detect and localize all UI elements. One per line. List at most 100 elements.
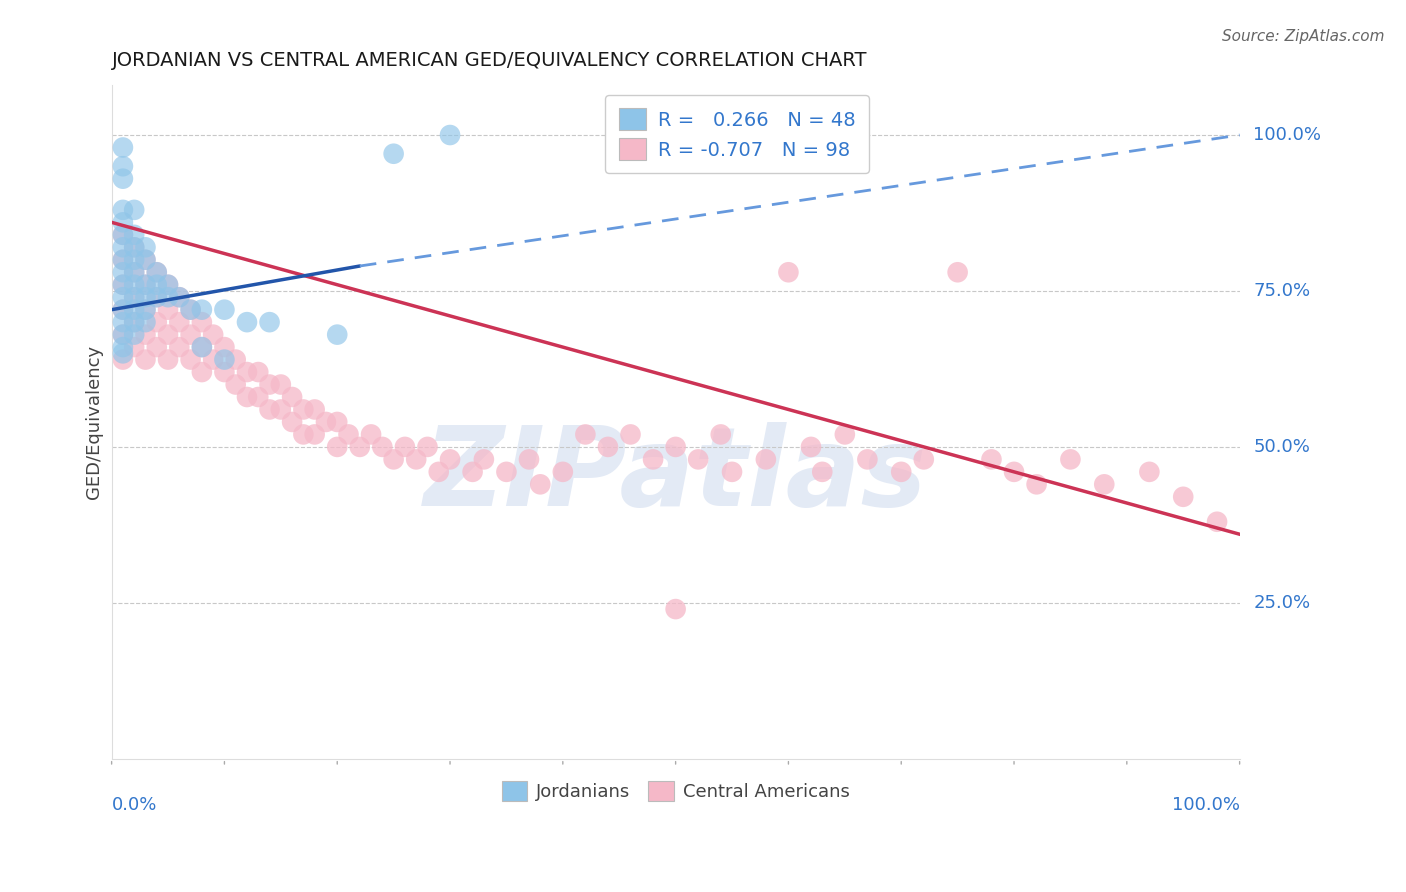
Point — [191, 302, 214, 317]
Point — [755, 452, 778, 467]
Point — [259, 315, 281, 329]
Point — [405, 452, 427, 467]
Point — [721, 465, 744, 479]
Text: 100.0%: 100.0% — [1253, 126, 1322, 144]
Text: Source: ZipAtlas.com: Source: ZipAtlas.com — [1222, 29, 1385, 44]
Point — [111, 346, 134, 360]
Legend: Jordanians, Central Americans: Jordanians, Central Americans — [492, 772, 859, 811]
Point — [517, 452, 540, 467]
Point — [169, 340, 191, 354]
Point — [980, 452, 1002, 467]
Point — [551, 465, 574, 479]
Point — [111, 352, 134, 367]
Point — [688, 452, 710, 467]
Point — [145, 265, 167, 279]
Point — [134, 290, 156, 304]
Point — [371, 440, 394, 454]
Point — [778, 265, 800, 279]
Point — [214, 340, 236, 354]
Point — [281, 415, 304, 429]
Point — [111, 277, 134, 292]
Point — [111, 277, 134, 292]
Point — [912, 452, 935, 467]
Point — [145, 265, 167, 279]
Point — [281, 390, 304, 404]
Point — [111, 252, 134, 267]
Point — [472, 452, 495, 467]
Point — [416, 440, 439, 454]
Point — [214, 365, 236, 379]
Point — [134, 252, 156, 267]
Point — [529, 477, 551, 491]
Point — [111, 227, 134, 242]
Point — [710, 427, 733, 442]
Point — [439, 452, 461, 467]
Point — [122, 290, 145, 304]
Point — [111, 340, 134, 354]
Point — [122, 302, 145, 317]
Point — [811, 465, 834, 479]
Point — [495, 465, 517, 479]
Point — [225, 377, 247, 392]
Point — [122, 240, 145, 254]
Point — [134, 315, 156, 329]
Point — [225, 352, 247, 367]
Point — [111, 227, 134, 242]
Point — [134, 277, 156, 292]
Point — [122, 340, 145, 354]
Point — [641, 452, 664, 467]
Point — [247, 365, 270, 379]
Text: 0.0%: 0.0% — [111, 796, 157, 814]
Point — [326, 415, 349, 429]
Point — [326, 440, 349, 454]
Point — [180, 302, 202, 317]
Point — [169, 290, 191, 304]
Point — [236, 390, 259, 404]
Point — [326, 327, 349, 342]
Text: ZIPatlas: ZIPatlas — [423, 422, 928, 529]
Point — [111, 302, 134, 317]
Point — [111, 171, 134, 186]
Point — [1206, 515, 1229, 529]
Point — [382, 146, 405, 161]
Point — [122, 315, 145, 329]
Point — [134, 352, 156, 367]
Point — [574, 427, 596, 442]
Point — [145, 277, 167, 292]
Point — [122, 265, 145, 279]
Point — [111, 327, 134, 342]
Text: 50.0%: 50.0% — [1253, 438, 1310, 456]
Point — [259, 402, 281, 417]
Point — [111, 290, 134, 304]
Point — [202, 327, 225, 342]
Point — [191, 340, 214, 354]
Point — [665, 440, 688, 454]
Point — [304, 402, 326, 417]
Point — [337, 427, 360, 442]
Point — [214, 352, 236, 367]
Point — [665, 602, 688, 616]
Point — [134, 252, 156, 267]
Point — [382, 452, 405, 467]
Point — [304, 427, 326, 442]
Text: 25.0%: 25.0% — [1253, 594, 1310, 612]
Point — [122, 290, 145, 304]
Point — [1025, 477, 1047, 491]
Point — [394, 440, 416, 454]
Point — [214, 302, 236, 317]
Point — [169, 315, 191, 329]
Point — [111, 140, 134, 154]
Point — [122, 277, 145, 292]
Point — [157, 290, 180, 304]
Point — [111, 265, 134, 279]
Point — [180, 327, 202, 342]
Point — [619, 427, 641, 442]
Point — [270, 402, 292, 417]
Point — [122, 315, 145, 329]
Point — [800, 440, 823, 454]
Point — [439, 128, 461, 142]
Point — [180, 352, 202, 367]
Point — [111, 315, 134, 329]
Point — [856, 452, 879, 467]
Point — [1173, 490, 1195, 504]
